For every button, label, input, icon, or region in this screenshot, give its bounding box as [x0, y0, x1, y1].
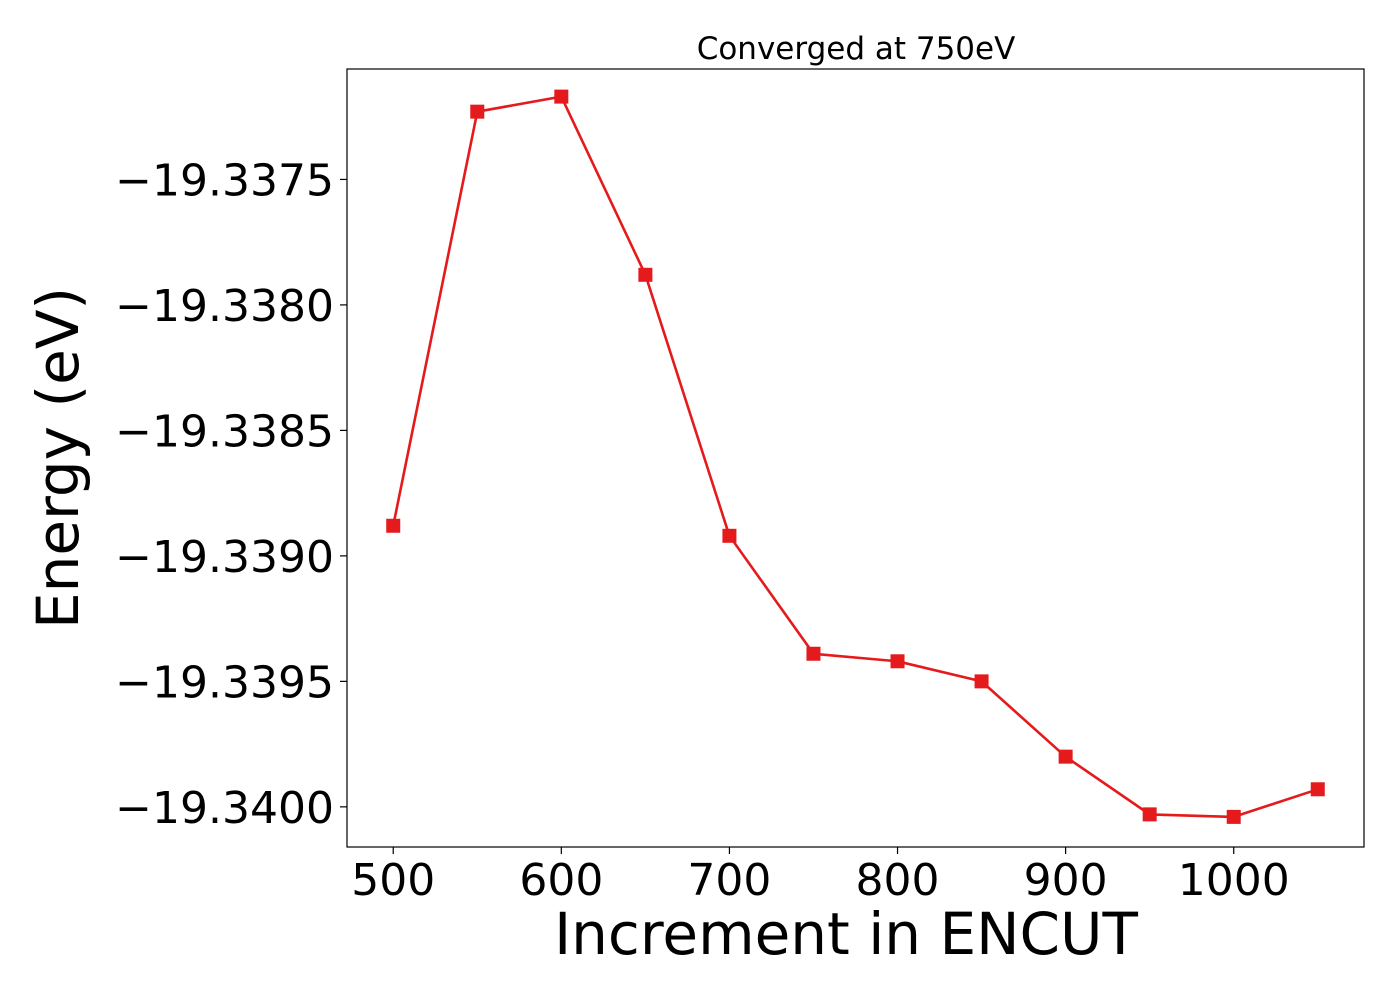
data-point-marker: [1058, 749, 1073, 764]
y-axis: −19.3375 −19.3380 −19.3385 −19.3390 −19.3395…: [115, 155, 347, 834]
data-point-marker: [386, 518, 401, 533]
data-point-marker: [470, 104, 485, 119]
data-point-marker: [890, 654, 905, 669]
x-tick-label: 500: [351, 855, 435, 906]
x-tick-label: 700: [687, 855, 771, 906]
y-tick-label: −19.3375: [115, 155, 334, 206]
data-point-marker: [1142, 807, 1157, 822]
x-axis: 500 600 700 800 900 1000: [351, 847, 1290, 906]
data-series: [386, 89, 1325, 824]
series-line: [391, 95, 1319, 819]
data-point-marker: [974, 674, 989, 689]
y-tick-label: −19.3390: [115, 532, 334, 583]
x-tick-label: 600: [519, 855, 603, 906]
x-tick-label: 800: [856, 855, 940, 906]
y-tick-label: −19.3380: [115, 281, 334, 332]
x-tick-label: 900: [1024, 855, 1108, 906]
y-tick-label: −19.3395: [115, 657, 334, 708]
data-point-marker: [806, 646, 821, 661]
data-point-marker: [554, 89, 569, 104]
x-axis-label: Increment in ENCUT: [554, 900, 1138, 968]
y-tick-label: −19.3385: [115, 406, 334, 457]
data-point-marker: [1226, 809, 1241, 824]
chart-title: Converged at 750eV: [697, 31, 1016, 67]
y-axis-label: Energy (eV): [24, 287, 92, 629]
plot-area-frame: [346, 68, 1365, 848]
data-point-marker: [1310, 782, 1325, 797]
y-tick-label: −19.3400: [115, 783, 334, 834]
data-point-marker: [722, 528, 737, 543]
x-tick-label: 1000: [1178, 855, 1290, 906]
data-point-marker: [638, 267, 653, 282]
